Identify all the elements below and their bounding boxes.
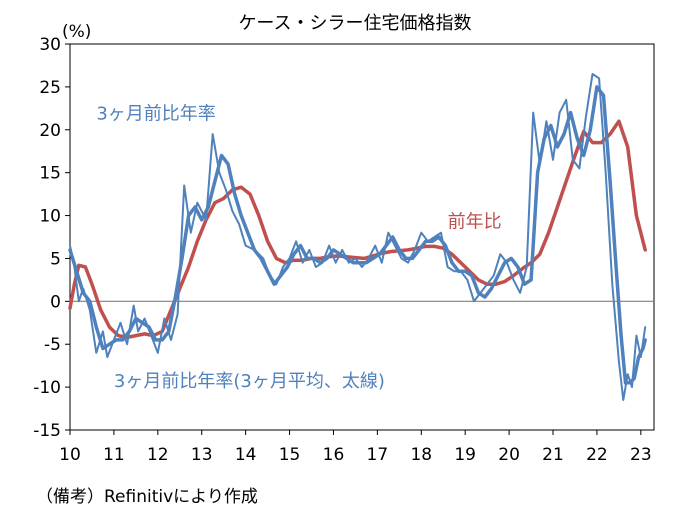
axis-ticks: 30 25 20 15 10 5 0 -5 -10 -15 10 11 12 13 14 15 16 17 18 19…	[33, 35, 651, 465]
x-tick-label: 19	[454, 445, 476, 465]
series-3m-avg-thick-line	[68, 85, 647, 385]
source-note: （備考）Refinitivにより作成	[36, 487, 258, 507]
y-tick-label: -15	[33, 421, 61, 441]
y-unit-label: (%)	[62, 22, 91, 42]
y-tick-label: 5	[50, 249, 61, 269]
y-tick-label: 10	[39, 207, 61, 227]
y-tick-label: 30	[39, 35, 61, 55]
x-tick-label: 14	[235, 445, 257, 465]
series-layer	[68, 73, 647, 401]
x-tick-label: 22	[586, 445, 608, 465]
x-tick-label: 13	[191, 445, 213, 465]
y-tick-label: 25	[39, 78, 61, 98]
x-tick-label: 17	[367, 445, 389, 465]
x-tick-label: 10	[59, 445, 81, 465]
x-tick-label: 20	[498, 445, 520, 465]
x-tick-label: 16	[323, 445, 345, 465]
y-tick-label: 20	[39, 121, 61, 141]
x-tick-label: 18	[410, 445, 432, 465]
plot-frame	[69, 43, 655, 431]
y-tick-label: 0	[50, 292, 61, 312]
y-tick-label: -5	[44, 335, 61, 355]
annotation-yoy: 前年比	[448, 212, 502, 233]
x-tick-label: 15	[279, 445, 301, 465]
x-tick-label: 23	[630, 445, 652, 465]
x-tick-label: 12	[147, 445, 169, 465]
y-tick-label: 15	[39, 164, 61, 184]
annotation-3m-annualized: 3ヶ月前比年率	[96, 103, 215, 124]
series-yoy-line	[68, 119, 647, 340]
series-3m-annualized-line	[69, 73, 647, 401]
chart-title: ケース・シラー住宅価格指数	[238, 13, 471, 34]
x-tick-label: 21	[542, 445, 564, 465]
x-tick-label: 11	[103, 445, 125, 465]
y-tick-label: -10	[33, 378, 61, 398]
annotation-3m-avg: 3ヶ月前比年率(3ヶ月平均、太線)	[114, 371, 385, 392]
